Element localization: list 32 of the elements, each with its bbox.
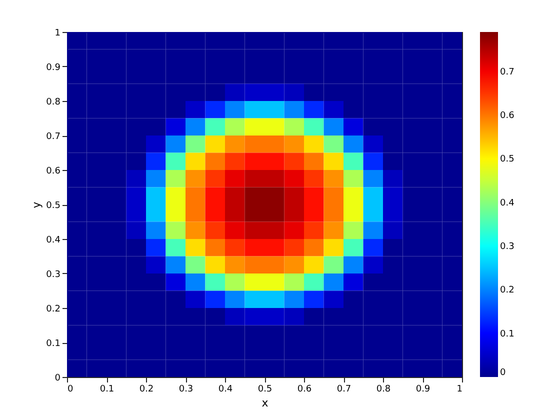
y-tick-label: 0 — [54, 374, 61, 384]
y-tick-label: 0.5 — [46, 201, 60, 211]
y-tick-label: 1 — [54, 28, 60, 38]
color-bar-label: 0.7 — [500, 67, 514, 78]
y-tick-label: 0.2 — [46, 304, 60, 314]
color-bar-label: 0.4 — [500, 198, 515, 208]
x-tick-label: 0.8 — [376, 384, 391, 394]
x-tick-label: 0.7 — [336, 384, 352, 394]
x-tick-label: 0.4 — [218, 384, 233, 394]
x-tick-label: 1 — [456, 384, 462, 394]
color-bar-label: 0.2 — [500, 286, 514, 296]
color-bar-label: 0.6 — [500, 110, 515, 121]
color-bar-label: 0 — [500, 368, 506, 378]
color-bar-label: 0.5 — [500, 154, 514, 165]
x-axis-title: x — [262, 396, 269, 410]
y-tick-label: 0.3 — [46, 270, 60, 280]
x-tick-label: 0.3 — [178, 384, 194, 394]
x-tick-label: 0.5 — [258, 384, 272, 394]
x-tick-label: 0 — [68, 384, 74, 394]
x-tick-label: 0.2 — [139, 384, 154, 394]
y-tick-label: 0.6 — [46, 166, 61, 176]
x-tick-label: 0.1 — [100, 384, 114, 394]
y-tick-label: 0.8 — [46, 98, 61, 108]
color-bar-label: 0.1 — [500, 329, 514, 340]
x-tick-label: 0.6 — [297, 384, 312, 394]
y-tick-label: 0.7 — [46, 132, 60, 142]
y-tick-label: 0.1 — [46, 339, 60, 349]
y-tick-label: 0.4 — [46, 236, 61, 246]
x-tick-label: 0.9 — [416, 384, 430, 394]
color-bar-label: 0.3 — [500, 242, 514, 252]
y-axis-title: y — [30, 201, 44, 208]
y-tick-label: 0.9 — [46, 63, 61, 73]
